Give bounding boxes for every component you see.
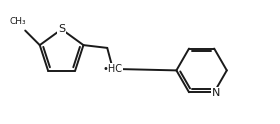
Text: S: S [58,24,65,34]
Text: CH₃: CH₃ [9,16,26,26]
Text: •HC: •HC [102,64,122,74]
Text: N: N [212,88,221,98]
